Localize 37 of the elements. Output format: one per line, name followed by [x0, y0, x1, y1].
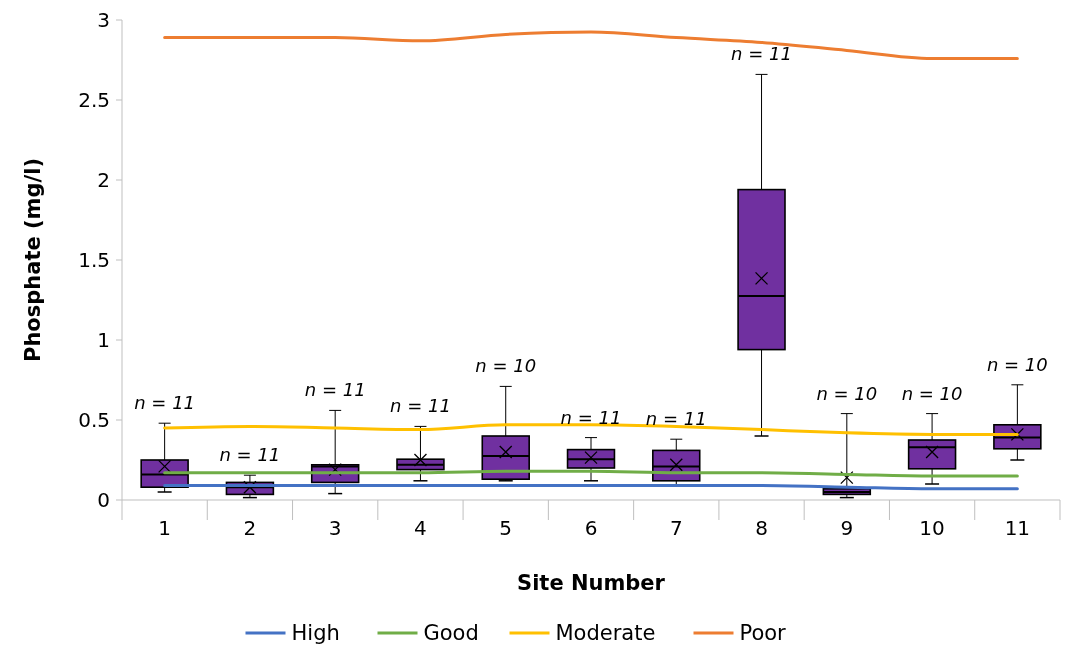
annotation: n = 10: [986, 353, 1048, 375]
annotation: n = 11: [304, 379, 366, 401]
x-tick-label: 5: [499, 516, 513, 540]
x-tick-label: 7: [669, 516, 683, 540]
y-axis-title: Phosphate (mg/l): [21, 158, 45, 362]
annotation: n = 10: [816, 382, 878, 404]
y-tick-label: 1.5: [78, 248, 110, 272]
y-tick-label: 2.5: [78, 88, 110, 112]
y-tick-label: 2: [97, 168, 110, 192]
legend-label: Moderate: [555, 621, 656, 646]
y-tick-label: 3: [97, 8, 110, 32]
annotation: n = 11: [219, 444, 281, 466]
x-tick-label: 4: [414, 516, 427, 540]
annotation: n = 10: [475, 355, 537, 377]
legend-label: Good: [423, 621, 479, 646]
legend-label: High: [291, 621, 340, 646]
y-tick-label: 0.5: [78, 408, 110, 432]
x-tick-label: 6: [584, 516, 598, 540]
y-tick-label: 0: [97, 488, 110, 512]
y-tick-label: 1: [97, 328, 110, 352]
x-axis-title: Site Number: [517, 571, 666, 595]
line-series: [163, 423, 1019, 436]
annotation: n = 10: [901, 382, 963, 404]
line-series: [163, 30, 1019, 60]
x-tick-label: 2: [243, 516, 257, 540]
legend-label: Poor: [739, 621, 787, 646]
x-tick-label: 11: [1004, 516, 1031, 540]
annotation: n = 11: [390, 395, 451, 417]
x-tick-label: 3: [328, 516, 342, 540]
annotation: n = 11: [560, 406, 622, 428]
annotation: n = 11: [645, 408, 707, 430]
x-tick-label: 9: [840, 516, 854, 540]
x-tick-label: 10: [919, 516, 945, 540]
annotation: n = 11: [134, 392, 196, 414]
x-tick-label: 1: [158, 516, 171, 540]
annotation: n = 11: [731, 43, 792, 65]
x-tick-label: 8: [755, 516, 768, 540]
